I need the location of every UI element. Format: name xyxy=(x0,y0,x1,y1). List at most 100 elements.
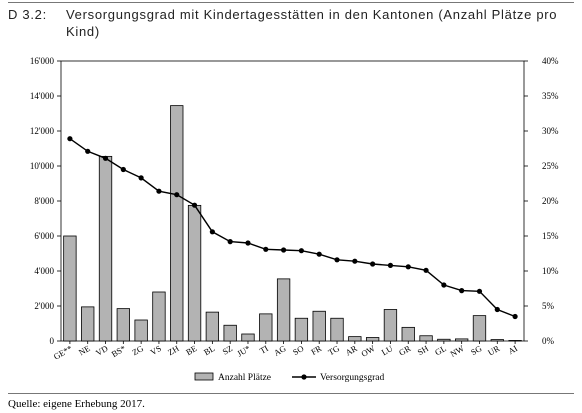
figure-title: Versorgungsgrad mit Kindertagesstätten i… xyxy=(66,7,558,39)
bar-SO xyxy=(294,317,309,342)
x-axis-label-NW: NW xyxy=(448,343,465,359)
bar-AG xyxy=(276,278,291,342)
right-axis-tick-label: 20% xyxy=(542,196,559,206)
x-axis-label-AG: AG xyxy=(272,343,288,358)
bar-NE xyxy=(81,306,95,342)
right-axis-tick-label: 30% xyxy=(542,126,559,136)
bar-SZ xyxy=(223,324,237,342)
bar-FR xyxy=(312,310,326,342)
line-versorgungsgrad xyxy=(69,138,516,318)
x-axis-label-GR: GR xyxy=(397,343,413,358)
bar-BS* xyxy=(116,308,130,342)
right-axis-tick-label: 5% xyxy=(542,301,555,311)
plot-frame xyxy=(60,60,525,342)
source-note: Quelle: eigene Erhebung 2017. xyxy=(8,398,145,410)
legend-bar-swatch xyxy=(194,372,214,381)
x-axis-label-SG: SG xyxy=(469,343,483,357)
point-VD xyxy=(102,155,109,161)
x-axis-label-AR: AR xyxy=(344,343,360,358)
bar-AI xyxy=(508,340,522,342)
x-axis-label-NE: NE xyxy=(77,343,92,357)
bar-AR xyxy=(348,336,362,342)
bar-LU xyxy=(383,309,398,342)
x-axis-label-OW: OW xyxy=(359,343,376,359)
point-NE xyxy=(85,148,91,154)
point-ZG xyxy=(138,175,144,181)
point-SH xyxy=(423,267,429,273)
bar-UR xyxy=(490,339,504,342)
bar-ZH xyxy=(170,105,184,342)
left-axis-tick-label: 14'000 xyxy=(30,91,55,101)
x-axis-label-SO: SO xyxy=(291,343,305,357)
bar-TI xyxy=(259,313,273,342)
point-ZH xyxy=(174,192,180,198)
bar-JU* xyxy=(241,333,255,342)
point-BS* xyxy=(120,166,126,173)
x-axis-label-VS: VS xyxy=(149,343,164,357)
x-axis-label-VD: VD xyxy=(94,343,110,358)
bar-GR xyxy=(401,326,415,342)
point-BE xyxy=(191,202,198,208)
point-FR xyxy=(316,251,322,257)
legend-line-marker xyxy=(301,374,307,380)
point-VS xyxy=(156,188,162,194)
x-axis-label-BE: BE xyxy=(184,343,198,357)
chart-heading: D 3.2: Versorgungsgrad mit Kindertagesst… xyxy=(8,6,574,39)
x-axis-label-BL: BL xyxy=(202,343,216,357)
right-axis-tick-label: 25% xyxy=(542,161,559,171)
right-axis-tick-label: 10% xyxy=(542,266,559,276)
top-rule xyxy=(8,2,574,3)
x-axis-label-FR: FR xyxy=(309,343,323,357)
right-axis-tick-label: 0% xyxy=(542,336,555,346)
bar-OW xyxy=(365,337,380,342)
bar-VS xyxy=(152,291,166,342)
bar-VD xyxy=(98,155,113,342)
bar-SG xyxy=(472,315,487,342)
point-AI xyxy=(512,313,518,320)
point-TI xyxy=(263,246,269,252)
x-axis-label-TG: TG xyxy=(326,343,341,357)
point-SO xyxy=(298,248,305,254)
legend-line-label: Versorgungsgrad xyxy=(320,373,384,383)
x-axis-label-TI: TI xyxy=(258,343,270,356)
left-axis-tick-label: 12'000 xyxy=(30,126,55,136)
point-AG xyxy=(280,247,287,253)
x-axis-label-SZ: SZ xyxy=(221,343,235,357)
left-axis-tick-label: 8'000 xyxy=(34,196,54,206)
left-axis-tick-label: 2'000 xyxy=(34,301,54,311)
point-GE** xyxy=(67,136,73,142)
bar-GL xyxy=(437,338,451,342)
figure-number: D 3.2: xyxy=(8,7,47,22)
point-NW xyxy=(459,288,465,294)
bar-BE xyxy=(187,204,202,342)
left-axis-tick-label: 6'000 xyxy=(34,231,54,241)
x-axis-label-AI: AI xyxy=(506,343,519,356)
point-OW xyxy=(370,261,376,267)
point-JU* xyxy=(245,240,251,246)
legend-bar-label: Anzahl Plätze xyxy=(218,373,271,383)
bar-GE** xyxy=(63,235,77,342)
bar-ZG xyxy=(134,319,148,342)
right-axis-tick-label: 35% xyxy=(542,91,559,101)
x-axis-label-SH: SH xyxy=(416,343,430,357)
x-axis-label-ZH: ZH xyxy=(166,343,181,357)
point-UR xyxy=(494,306,500,313)
x-axis-label-LU: LU xyxy=(380,343,395,357)
x-axis-label-JU*: JU* xyxy=(235,343,252,359)
left-axis-tick-label: 0 xyxy=(50,336,55,346)
bottom-rule xyxy=(8,393,574,394)
x-axis-label-ZG: ZG xyxy=(130,343,145,357)
right-axis-tick-label: 15% xyxy=(542,231,559,241)
point-SZ xyxy=(227,239,233,245)
left-axis-tick-label: 10'000 xyxy=(30,161,55,171)
bar-BL xyxy=(205,311,220,342)
x-axis-label-BS*: BS* xyxy=(110,343,128,359)
point-GR xyxy=(405,264,411,270)
point-BL xyxy=(209,229,215,235)
point-AR xyxy=(352,258,358,264)
point-GL xyxy=(441,282,447,288)
left-axis-tick-label: 4'000 xyxy=(34,266,54,276)
bar-SH xyxy=(419,335,433,342)
point-LU xyxy=(387,262,394,268)
